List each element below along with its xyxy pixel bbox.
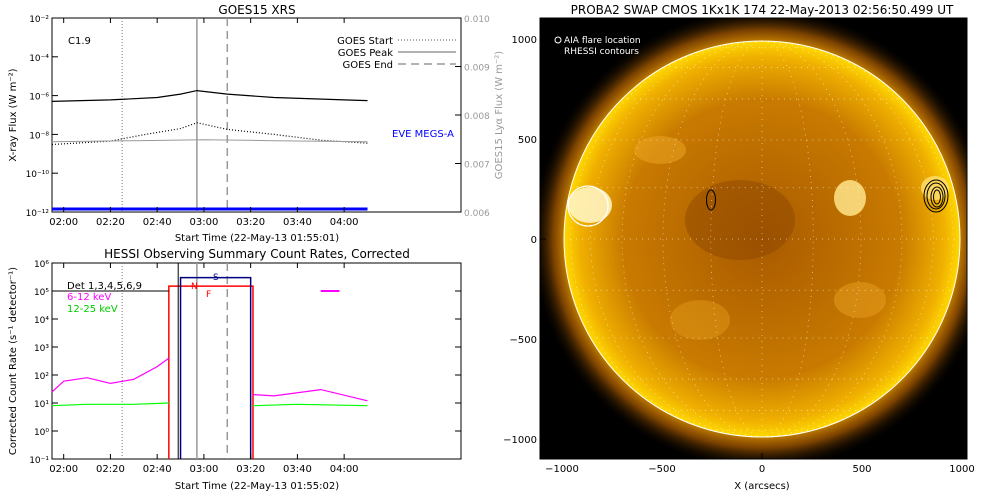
- legend-6-12: 6-12 keV: [67, 292, 111, 303]
- legend-rhessi-circle: [554, 47, 562, 55]
- goes-series-1-8-: [51, 89, 368, 102]
- legend-12-25: 12-25 keV: [67, 304, 118, 315]
- image-legend: AIA flare location RHESSI contours: [554, 36, 641, 57]
- swap-image-panel: PROBA2 SWAP CMOS 1Kx1K 174 22-May-2013 0…: [503, 3, 975, 492]
- hessi-ytick-label: 10⁶: [34, 260, 49, 270]
- active-regions: [568, 136, 949, 340]
- flare-marker: F: [206, 290, 211, 300]
- img-xtick-label: −1000: [545, 464, 579, 475]
- goes-series-ly-: [51, 139, 368, 143]
- img-ytick-label: 0: [531, 235, 537, 246]
- aia-flare-location: [567, 185, 609, 227]
- goes-xtick-label: 04:00: [330, 217, 359, 228]
- goes-y2tick-label: 0.007: [464, 161, 490, 171]
- goes-title: GOES15 XRS: [218, 3, 295, 17]
- hessi-xtick-label: 03:40: [283, 464, 312, 475]
- hessi-plot-frame: [51, 262, 462, 460]
- limb-outline: [563, 40, 961, 438]
- hessi-ytick-label: 10²: [34, 372, 49, 382]
- goes-ytick-label: 10⁻¹⁰: [26, 170, 50, 180]
- legend-goes-end: GOES End: [343, 60, 393, 71]
- goes-y2tick-label: 0.010: [464, 15, 490, 25]
- hessi-legend: Det 1,3,4,5,6,9 6-12 keV 12-25 keV: [67, 281, 142, 315]
- hessi-series-6-12-kev-after: [252, 388, 368, 402]
- img-xtick-label: 1000: [949, 464, 974, 475]
- goes-ytick-label: 10⁻⁴: [29, 54, 49, 64]
- goes-xtick-label: 02:40: [143, 217, 172, 228]
- night-interval: [168, 285, 254, 459]
- goes-y2tick-label: 0.008: [464, 112, 490, 122]
- legend-goes-start: GOES Start: [337, 36, 393, 47]
- saa-interval: [179, 276, 252, 459]
- legend-det: Det 1,3,4,5,6,9: [67, 281, 142, 292]
- hessi-xtick-label: 03:00: [190, 464, 219, 475]
- goes-xtick-label: 02:20: [96, 217, 125, 228]
- hessi-title: HESSI Observing Summary Count Rates, Cor…: [104, 247, 410, 261]
- legend-aia: AIA flare location: [564, 36, 641, 46]
- hessi-ylabel: Corrected Count Rate (s⁻¹ detector⁻¹): [8, 267, 19, 455]
- img-xtick-label: 500: [852, 464, 871, 475]
- goes-xrs-panel: GOES15 XRS 02:00 02:20 02:40 03:00 03:20 03:4…: [8, 3, 505, 244]
- goes-y2tick-label: 0.006: [464, 209, 490, 219]
- img-ytick-label: 500: [518, 135, 537, 146]
- goes-y2label: GOES15 Lyα Flux (W m⁻²): [494, 51, 505, 179]
- goes-xtick-label: 03:40: [283, 217, 312, 228]
- hessi-xtick-label: 02:20: [96, 464, 125, 475]
- goes-flare-class: C1.9: [68, 36, 91, 47]
- legend-goes-peak: GOES Peak: [338, 48, 393, 59]
- hessi-ytick-label: 10⁵: [34, 288, 49, 298]
- hessi-xtick-label: 04:00: [330, 464, 359, 475]
- goes-ytick-label: 10⁻⁸: [29, 131, 49, 141]
- night-marker: N: [191, 282, 198, 292]
- img-xtick-label: 0: [759, 464, 765, 475]
- eve-label: EVE MEGS-A: [392, 129, 454, 140]
- img-ytick-label: −500: [510, 335, 537, 346]
- legend-rhessi: RHESSI contours: [564, 47, 639, 57]
- goes-ylabel: X-ray Flux (W m⁻²): [8, 68, 19, 161]
- img-xtick-label: −500: [648, 464, 675, 475]
- hessi-xtick-label: 02:40: [143, 464, 172, 475]
- goes-ytick-label: 10⁻²: [29, 15, 49, 25]
- img-ytick-label: 1000: [512, 35, 537, 46]
- rhessi-contours: [706, 179, 949, 213]
- goes-xtick-label: 03:20: [236, 217, 265, 228]
- hessi-panel: HESSI Observing Summary Count Rates, Cor…: [8, 247, 462, 492]
- hessi-xtick-label: 02:00: [49, 464, 78, 475]
- hessi-ytick-label: 10⁰: [34, 428, 49, 438]
- hessi-xlabel: Start Time (22-May-13 01:55:02): [175, 481, 339, 492]
- swap-xlabel: X (arcsecs): [734, 481, 790, 492]
- goes-ytick-label: 10⁻¹²: [26, 209, 50, 219]
- hessi-series-12-25-kev: [51, 402, 169, 407]
- img-ytick-label: −1000: [503, 435, 537, 446]
- hessi-ytick-label: 10¹: [34, 400, 49, 410]
- legend-aia-circle: [554, 36, 562, 44]
- hessi-ytick-label: 10³: [34, 344, 49, 354]
- goes-xlabel: Start Time (22-May-13 01:55:01): [175, 233, 339, 244]
- hessi-xtick-label: 03:20: [236, 464, 265, 475]
- swap-title: PROBA2 SWAP CMOS 1Kx1K 174 22-May-2013 0…: [571, 3, 954, 17]
- goes-xtick-label: 02:00: [49, 217, 78, 228]
- saa-marker: S: [213, 273, 219, 283]
- hessi-ytick-label: 10⁻¹: [29, 456, 49, 466]
- goes-legend: GOES Start GOES Peak GOES End: [337, 36, 456, 71]
- goes-series-0-5-4-: [51, 122, 368, 146]
- goes-plot-frame: [51, 17, 462, 213]
- hessi-series-12-25-kev-after: [252, 403, 368, 407]
- goes-xtick-label: 03:00: [190, 217, 219, 228]
- coordinate-grid: [564, 40, 960, 438]
- hessi-series-6-12-kev: [51, 357, 170, 393]
- hessi-ytick-label: 10⁴: [34, 316, 49, 326]
- goes-y2tick-label: 0.009: [464, 64, 490, 74]
- goes-ytick-label: 10⁻⁶: [29, 93, 49, 103]
